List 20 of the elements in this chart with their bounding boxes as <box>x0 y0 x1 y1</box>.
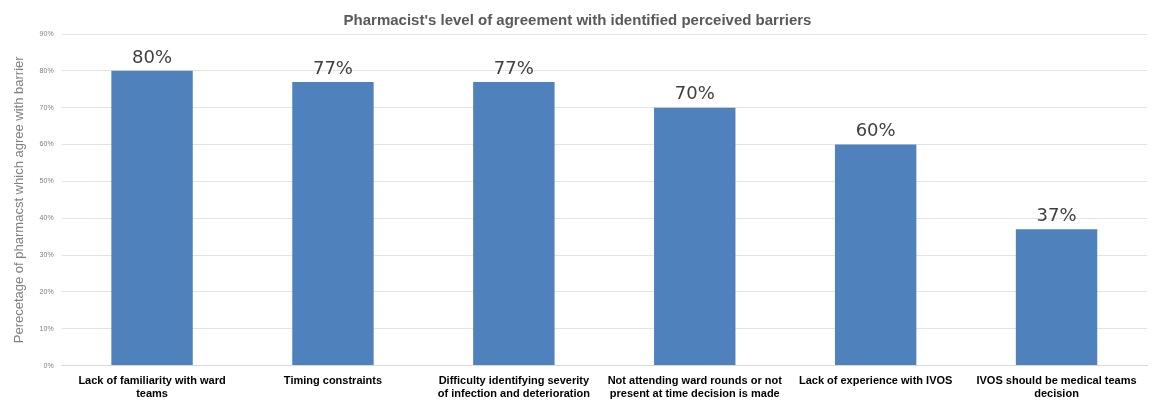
bar <box>473 81 555 366</box>
x-tick-label: Timing constraints <box>283 374 383 387</box>
data-label: 37% <box>1036 203 1077 225</box>
chart-title: Pharmacist's level of agreement with identified perceived barriers <box>343 11 812 29</box>
data-label: 77% <box>493 56 534 78</box>
data-label: 60% <box>855 119 896 141</box>
data-label: 70% <box>674 82 715 104</box>
x-tick-label: Difficulty identifying severity of infection and deterioration <box>437 374 591 400</box>
data-label: 80% <box>132 45 173 67</box>
bar <box>1015 229 1098 366</box>
bar <box>834 144 917 366</box>
bar <box>654 107 736 366</box>
bar <box>111 70 193 366</box>
x-tick-label: Lack of experience with IVOS <box>798 374 953 387</box>
y-axis-title: Perecetage of pharmacst which agree with barrier <box>11 55 27 344</box>
x-tick-label: Not attending ward rounds or not present at time decision is made <box>607 374 783 400</box>
data-label: 77% <box>312 56 353 78</box>
x-tick-label: IVOS should be medical teams decision <box>976 374 1137 400</box>
bar <box>292 81 374 366</box>
x-tick-label: Lack of familiarity with ward teams <box>78 374 226 400</box>
